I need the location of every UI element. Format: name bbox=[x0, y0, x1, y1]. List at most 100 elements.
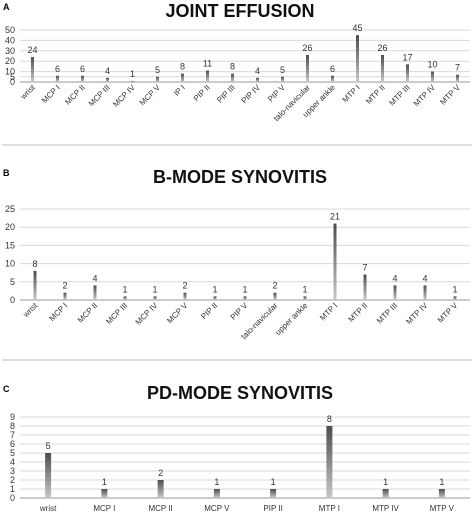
data-label: 5 bbox=[155, 65, 160, 75]
bar bbox=[431, 71, 434, 82]
bar bbox=[333, 223, 337, 300]
x-category-label: MCP II bbox=[148, 504, 172, 513]
data-label: 4 bbox=[105, 66, 110, 76]
x-category-label: MCP I bbox=[47, 301, 69, 323]
y-tick-label: 5 bbox=[10, 448, 15, 458]
data-label: 17 bbox=[402, 52, 412, 62]
bar bbox=[206, 70, 209, 82]
panel-letter: B bbox=[3, 168, 10, 178]
x-category-label: MTP I bbox=[318, 301, 339, 322]
x-category-label: MCP III bbox=[104, 301, 129, 326]
x-category-label: MTP III bbox=[387, 83, 411, 107]
bar bbox=[157, 480, 164, 498]
bar bbox=[153, 296, 157, 300]
x-category-label: MCP V bbox=[204, 504, 230, 513]
data-label: 7 bbox=[362, 263, 367, 273]
x-category-label: wrist bbox=[21, 301, 40, 320]
y-tick-label: 9 bbox=[10, 412, 15, 422]
x-category-label: MTP V bbox=[438, 83, 462, 107]
x-category-label: PIP II bbox=[263, 504, 282, 513]
x-category-label: PIP II bbox=[192, 83, 212, 103]
bar bbox=[453, 296, 457, 300]
x-category-label: wrist bbox=[39, 504, 57, 513]
data-label: 2 bbox=[182, 281, 187, 291]
y-tick-label: 3 bbox=[10, 466, 15, 476]
data-label: 45 bbox=[352, 23, 362, 33]
y-tick-label: 0 bbox=[10, 493, 15, 503]
bar bbox=[106, 77, 109, 82]
bar bbox=[270, 489, 277, 498]
y-tick-label: 50 bbox=[5, 25, 15, 35]
x-category-label: PIP V bbox=[229, 301, 250, 322]
y-tick-label: 25 bbox=[5, 204, 15, 214]
x-category-label: MTP III bbox=[375, 301, 399, 325]
y-tick-label: 4 bbox=[10, 457, 15, 467]
bar bbox=[213, 296, 217, 300]
x-category-label: MTP IV bbox=[404, 301, 430, 327]
y-tick-label: 0 bbox=[10, 295, 15, 305]
x-category-label: IP I bbox=[172, 83, 187, 98]
y-tick-label: 8 bbox=[10, 421, 15, 431]
x-category-label: MCP IV bbox=[111, 83, 137, 109]
x-category-label: MTP II bbox=[364, 83, 387, 106]
bar bbox=[243, 296, 247, 300]
x-category-label: PIP II bbox=[199, 301, 219, 321]
y-tick-label: 20 bbox=[5, 56, 15, 66]
x-category-label: MTP IV bbox=[372, 504, 399, 513]
chart-title: JOINT EFFUSION bbox=[165, 1, 314, 21]
data-label: 4 bbox=[392, 273, 397, 283]
data-label: 24 bbox=[27, 45, 37, 55]
bar bbox=[423, 285, 427, 300]
data-label: 2 bbox=[62, 281, 67, 291]
bar bbox=[393, 285, 397, 300]
x-category-label: MCP V bbox=[138, 83, 163, 108]
data-label: 4 bbox=[255, 66, 260, 76]
y-tick-label: 40 bbox=[5, 35, 15, 45]
data-label: 6 bbox=[330, 64, 335, 74]
data-label: 5 bbox=[46, 441, 51, 451]
data-label: 26 bbox=[302, 43, 312, 53]
bar bbox=[183, 292, 187, 300]
bar bbox=[181, 73, 184, 82]
x-category-label: MTP V bbox=[436, 301, 460, 325]
data-label: 4 bbox=[92, 273, 97, 283]
chart-title: PD-MODE SYNOVITIS bbox=[147, 383, 333, 403]
panel-letter: A bbox=[3, 2, 10, 12]
chart-panel-b: B B-MODE SYNOVITIS 0 5 10 15 20 25 8 wrist 2 MCP I 4… bbox=[3, 167, 470, 341]
y-tick-label: 10 bbox=[5, 67, 15, 77]
chart-title: B-MODE SYNOVITIS bbox=[153, 167, 327, 187]
data-label: 8 bbox=[32, 259, 37, 269]
bar bbox=[256, 77, 259, 82]
data-label: 8 bbox=[180, 62, 185, 72]
y-tick-label: 10 bbox=[5, 259, 15, 269]
data-label: 1 bbox=[130, 69, 135, 79]
x-category-label: MTP II bbox=[346, 301, 369, 324]
x-category-label: MCP V bbox=[165, 301, 190, 326]
x-category-label: MCP III bbox=[87, 83, 112, 108]
data-label: 8 bbox=[327, 414, 332, 424]
data-label: 8 bbox=[230, 62, 235, 72]
bar bbox=[63, 292, 67, 300]
data-label: 4 bbox=[422, 273, 427, 283]
y-tick-label: 20 bbox=[5, 222, 15, 232]
x-category-label: MTP I bbox=[319, 504, 340, 513]
y-tick-label: 6 bbox=[10, 439, 15, 449]
panel-letter: C bbox=[3, 384, 10, 394]
bar bbox=[331, 75, 334, 82]
data-label: 1 bbox=[212, 284, 217, 294]
bar bbox=[382, 489, 389, 498]
data-label: 1 bbox=[302, 284, 307, 294]
x-category-label: MTP V bbox=[430, 504, 455, 513]
y-tick-label: 1 bbox=[10, 484, 15, 494]
bar bbox=[438, 489, 445, 498]
x-category-label: PIP IV bbox=[240, 83, 263, 106]
x-category-label: MCP II bbox=[76, 301, 100, 325]
data-label: 2 bbox=[272, 281, 277, 291]
bar bbox=[281, 76, 284, 82]
bar bbox=[303, 296, 307, 300]
data-label: 5 bbox=[280, 65, 285, 75]
data-label: 1 bbox=[242, 284, 247, 294]
